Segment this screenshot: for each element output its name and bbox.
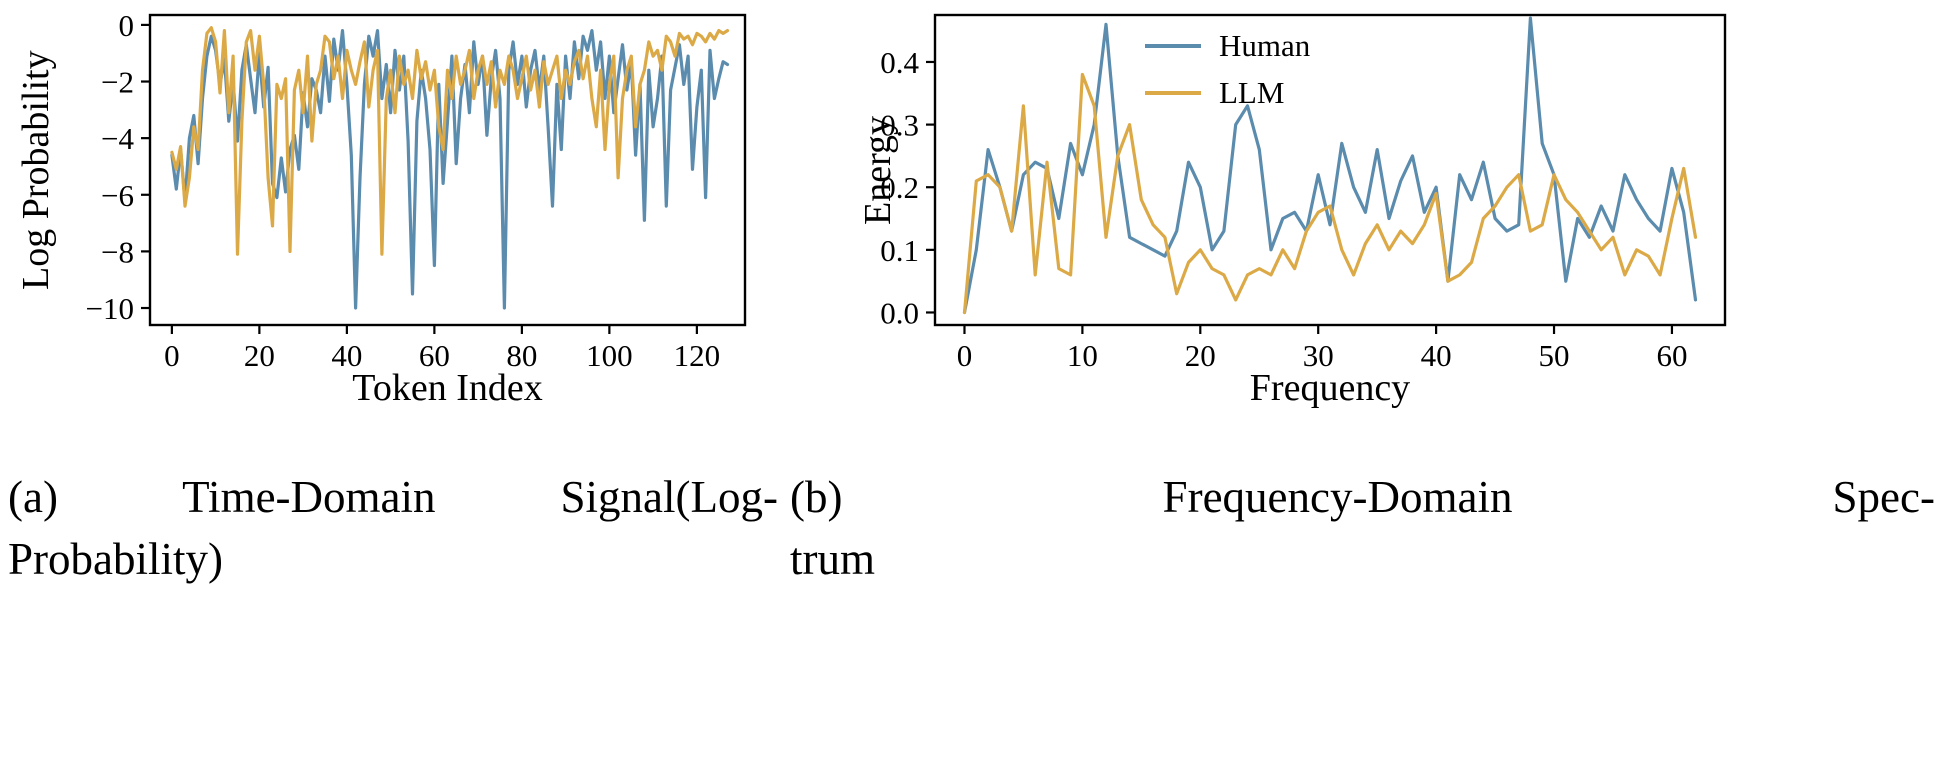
y-tick-label: −8 bbox=[101, 234, 134, 269]
y-tick-label: −2 bbox=[101, 65, 134, 100]
x-tick-label: 10 bbox=[1067, 338, 1098, 373]
x-tick-label: 100 bbox=[586, 338, 633, 373]
caption-b-line1: (b) Frequency-Domain Spec- bbox=[790, 472, 1935, 522]
legend-human-line-swatch bbox=[1145, 43, 1201, 48]
x-tick-label: 30 bbox=[1303, 338, 1334, 373]
legend-llm-label: LLM bbox=[1219, 75, 1285, 110]
x-tick-label: 20 bbox=[1185, 338, 1216, 373]
y-tick-label: 0 bbox=[119, 8, 135, 43]
x-tick-label: 0 bbox=[164, 338, 180, 373]
y-tick-label: 0.3 bbox=[880, 108, 919, 143]
series-line-human bbox=[962, 16, 1698, 315]
y-tick-label: −6 bbox=[101, 178, 134, 213]
x-tick-label: 60 bbox=[1656, 338, 1687, 373]
legend-row-human: Human bbox=[1145, 30, 1310, 61]
x-tick-label: 80 bbox=[506, 338, 537, 373]
x-axis-label-frequency: Frequency bbox=[1249, 367, 1411, 409]
series-line-llm bbox=[962, 72, 1698, 315]
caption-b: (b) Frequency-Domain Spec- trum bbox=[790, 466, 1935, 590]
legend-llm-line-swatch bbox=[1145, 90, 1201, 95]
time-domain-chart: 0 20 40 60 80 100 120 0 −2 −4 −6 −8 −10 bbox=[86, 8, 747, 373]
x-tick-label: 40 bbox=[1421, 338, 1452, 373]
x-tick-label: 40 bbox=[331, 338, 362, 373]
legend-human-label: Human bbox=[1219, 28, 1311, 63]
x-tick-label: 20 bbox=[244, 338, 275, 373]
y-tick-label: 0.1 bbox=[880, 233, 919, 268]
y-tick-label: 0.4 bbox=[880, 45, 919, 80]
y-axis-label-log-probability: Log Probability bbox=[15, 50, 57, 290]
frequency-domain-chart: 0 10 20 30 40 50 60 0.0 0.1 0.2 0.3 0.4 bbox=[880, 13, 1727, 373]
x-tick-label: 60 bbox=[419, 338, 450, 373]
y-tick-label: −4 bbox=[101, 121, 134, 156]
series-line-llm bbox=[170, 26, 730, 256]
y-tick-label: 0.2 bbox=[880, 170, 919, 205]
caption-b-line2: trum bbox=[790, 534, 875, 584]
x-tick-label: 120 bbox=[674, 338, 721, 373]
caption-a-line1: (a) Time-Domain Signal(Log- bbox=[8, 472, 778, 522]
axes-frame bbox=[148, 13, 747, 327]
x-tick-label: 0 bbox=[957, 338, 973, 373]
y-tick-label: 0.0 bbox=[880, 295, 919, 330]
axes-frame bbox=[933, 13, 1727, 327]
y-tick-label: −10 bbox=[86, 291, 134, 326]
x-tick-label: 50 bbox=[1539, 338, 1570, 373]
legend: Human LLM bbox=[1145, 30, 1310, 108]
caption-a-line2: Probability) bbox=[8, 534, 223, 584]
caption-a: (a) Time-Domain Signal(Log- Probability) bbox=[8, 466, 778, 590]
legend-row-llm: LLM bbox=[1145, 77, 1310, 108]
x-axis-label-token-index: Token Index bbox=[352, 367, 543, 409]
